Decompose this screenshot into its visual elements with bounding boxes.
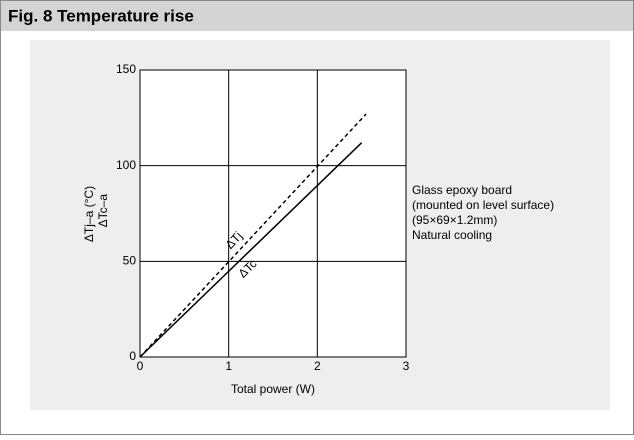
x-tick-label: 3 xyxy=(403,359,410,373)
x-tick-label: 0 xyxy=(137,359,144,373)
y-axis-label: ΔTj–a (°C) xyxy=(82,186,96,242)
x-tick-label: 1 xyxy=(225,359,232,373)
y-tick-label: 150 xyxy=(116,62,136,76)
annotation: (95×69×1.2mm) xyxy=(412,213,497,227)
y-axis-label: ΔTc–a xyxy=(96,194,110,228)
annotation: (mounted on level surface) xyxy=(412,198,554,212)
x-axis-label: Total power (W) xyxy=(231,382,315,396)
figure-title: Fig. 8 Temperature rise xyxy=(8,6,194,25)
line xyxy=(139,113,367,358)
y-tick-label: 100 xyxy=(116,158,136,172)
y-tick-label: 0 xyxy=(129,349,136,363)
line xyxy=(139,142,363,358)
x-tick-label: 2 xyxy=(314,359,321,373)
y-tick-label: 50 xyxy=(123,254,137,268)
annotation: Natural cooling xyxy=(412,228,492,242)
header-bar xyxy=(1,1,633,31)
annotation: Glass epoxy board xyxy=(412,183,512,197)
